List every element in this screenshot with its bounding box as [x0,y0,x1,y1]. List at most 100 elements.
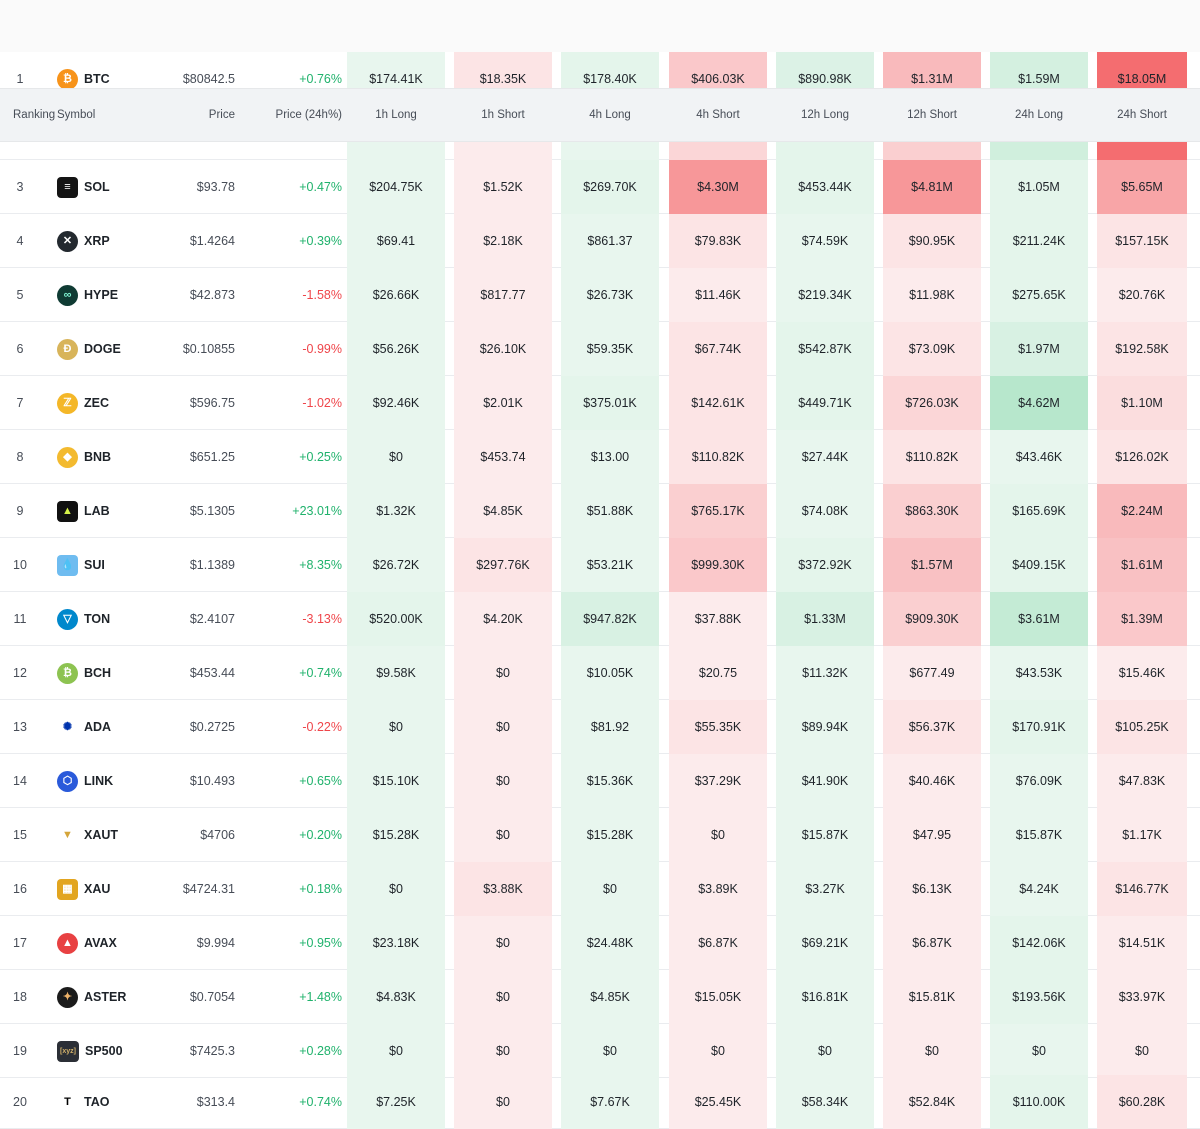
price-cell: $1.4264 [189,234,235,248]
symbol-cell[interactable]: ▽ TON [57,592,177,646]
heat-cell-bg [776,754,874,808]
table-row[interactable]: $92.46K $2.01K $375.01K $142.61K $449.71K $72… [0,376,1200,430]
symbol-cell[interactable]: ✦ ASTER [57,970,177,1024]
value-cell: $53.21K [586,558,634,572]
table-row[interactable]: $26.66K $817.77 $26.73K $11.46K $219.34K $11.… [0,268,1200,322]
symbol-cell[interactable]: ∞ HYPE [57,268,177,322]
symbol-cell[interactable]: ✺ ADA [57,700,177,754]
value-cell: $1.05M [1018,180,1060,194]
symbol-cell[interactable]: ₿ BTC [57,52,177,106]
value-cell: $0 [389,1044,403,1058]
table-row[interactable]: $69.41 $2.18K $861.37 $79.83K $74.59K $90.95K… [0,214,1200,268]
heat-cell-bg [1097,538,1187,592]
symbol-cell[interactable]: 💧 SUI [57,538,177,592]
header-1h-long[interactable]: 1h Long [375,109,417,121]
heat-cell-bg [1097,430,1187,484]
value-cell: $4.85K [483,504,523,518]
heat-cell-bg [776,322,874,376]
header-1h-short[interactable]: 1h Short [481,109,525,121]
table-row[interactable]: $15.28K $0 $15.28K $0 $15.87K $47.95 $15.87K $1… [0,808,1200,862]
value-cell: $142.61K [691,396,745,410]
value-cell: $297.76K [476,558,530,572]
table-row[interactable]: $0 $0 $0 $0 $0 $0 $0 $0 19 [xyz] SP500 $7425.3 +0.28… [0,1024,1200,1078]
value-cell: $0 [496,666,510,680]
heat-cell-bg [561,538,659,592]
symbol-cell[interactable]: ▲ LAB [57,484,177,538]
heat-cell-bg [347,430,445,484]
symbol-cell[interactable]: ◆ BNB [57,430,177,484]
rank-cell: 19 [13,1044,27,1058]
symbol-cell[interactable]: ℤ ZEC [57,376,177,430]
table-row[interactable]: $0 $0 $81.92 $55.35K $89.94K $56.37K $170.91K $… [0,700,1200,754]
table-row[interactable]: $9.58K $0 $10.05K $20.75 $11.32K $677.49 $43.5… [0,646,1200,700]
table-row[interactable]: $1.32K $4.85K $51.88K $765.17K $74.08K $863.3… [0,484,1200,538]
symbol-label: SOL [84,180,110,194]
value-cell: $67.74K [694,342,742,356]
table-row[interactable]: $0 $3.88K $0 $3.89K $3.27K $6.13K $4.24K $146.7… [0,862,1200,916]
value-cell: $37.88K [694,612,742,626]
heat-cell-bg [669,916,767,970]
table-row[interactable]: $4.83K $0 $4.85K $15.05K $16.81K $15.81K $193.… [0,970,1200,1024]
symbol-cell[interactable]: ▦ XAU [57,862,177,916]
table-row[interactable]: $23.18K $0 $24.48K $6.87K $69.21K $6.87K $142.… [0,916,1200,970]
header-12h-short[interactable]: 12h Short [907,109,957,121]
table-row[interactable]: $56.26K $26.10K $59.35K $67.74K $542.87K $73.… [0,322,1200,376]
header-change[interactable]: Price (24h%) [275,109,342,121]
symbol-cell[interactable]: ▼ XAUT [57,808,177,862]
value-cell: $165.69K [1012,504,1066,518]
header-24h-long[interactable]: 24h Long [1015,109,1063,121]
header-price[interactable]: Price [208,109,235,121]
header-24h-short[interactable]: 24h Short [1117,109,1167,121]
header-ranking[interactable]: Ranking [13,109,56,121]
symbol-cell[interactable]: T TAO [57,1075,177,1129]
symbol-label: AVAX [84,936,117,950]
value-cell: $174.41K [369,72,423,86]
heat-cell-bg [990,970,1088,1024]
value-cell: $1.59M [1018,72,1060,86]
symbol-cell[interactable]: ₿ BCH [57,646,177,700]
rank-cell: 11 [13,612,27,626]
heat-cell-bg [561,484,659,538]
value-cell: $26.10K [479,342,527,356]
top-area [0,0,1200,52]
symbol-cell[interactable]: ▲ AVAX [57,916,177,970]
price-cell: $80842.5 [182,72,235,86]
heat-cell-bg [883,538,981,592]
value-cell: $1.10M [1121,396,1163,410]
table-row[interactable]: $7.25K $0 $7.67K $25.45K $58.34K $52.84K $110.… [0,1075,1200,1129]
table-row[interactable]: $204.75K $1.52K $269.70K $4.30M $453.44K $4.8… [0,160,1200,214]
header-12h-long[interactable]: 12h Long [801,109,849,121]
symbol-cell[interactable]: [xyz] SP500 [57,1024,177,1078]
heat-cell-bg [990,808,1088,862]
header-4h-short[interactable]: 4h Short [696,109,740,121]
symbol-cell[interactable]: ≡ SOL [57,160,177,214]
value-cell: $269.70K [583,180,637,194]
header-symbol[interactable]: Symbol [57,109,96,121]
rank-cell: 12 [13,666,27,680]
value-cell: $110.82K [691,450,745,464]
change-cell: +0.39% [299,234,342,248]
value-cell: $409.15K [1012,558,1066,572]
symbol-cell[interactable]: ✕ XRP [57,214,177,268]
table-row[interactable]: $520.00K $4.20K $947.82K $37.88K $1.33M $909.… [0,592,1200,646]
heat-cell-bg [454,1024,552,1078]
value-cell: $0 [603,1044,617,1058]
value-cell: $1.61M [1121,558,1163,572]
heat-cell-bg [883,1075,981,1129]
table-row[interactable]: $26.72K $297.76K $53.21K $999.30K $372.92K $1… [0,538,1200,592]
header-4h-long[interactable]: 4h Long [589,109,631,121]
value-cell: $0 [389,882,403,896]
table-row[interactable]: $0 $453.74 $13.00 $110.82K $27.44K $110.82K $4… [0,430,1200,484]
change-cell: +0.25% [299,450,342,464]
symbol-cell[interactable]: ⬡ LINK [57,754,177,808]
value-cell: $15.10K [372,774,420,788]
symbol-cell[interactable]: Ð DOGE [57,322,177,376]
heat-cell-bg [776,700,874,754]
rank-cell: 5 [16,288,24,302]
value-cell: $51.88K [586,504,634,518]
heat-cell-bg [1097,646,1187,700]
rank-cell: 7 [16,396,24,410]
table-row[interactable]: $15.10K $0 $15.36K $37.29K $41.90K $40.46K $76… [0,754,1200,808]
heat-cell-bg [561,430,659,484]
value-cell: $41.90K [801,774,849,788]
